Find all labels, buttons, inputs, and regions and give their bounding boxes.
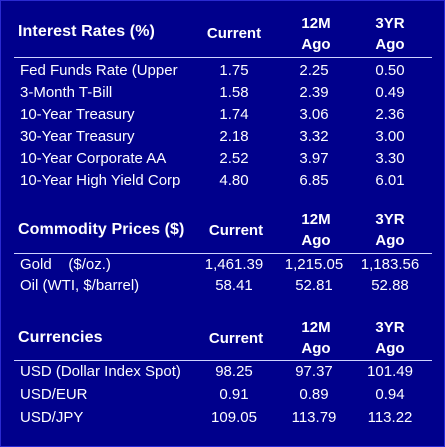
table-row: Gold ($/oz.) 1,461.39 1,215.05 1,183.56 [1,254,445,276]
value-12m-ago: 113.79 [291,409,337,426]
table-row: 10-Year Corporate AA 2.52 3.97 3.30 [1,148,445,170]
row-label: 10-Year Corporate AA [20,150,167,167]
value-3yr-ago: 52.88 [371,277,409,294]
column-header-12m-ago: 12M Ago [301,15,331,53]
column-header-current: Current [206,25,262,42]
row-label: USD (Dollar Index Spot) [20,363,181,380]
current-value: 109.05 [211,409,257,426]
column-header-current: Current [208,222,264,239]
current-value: 1.74 [219,106,249,123]
row-label: 30-Year Treasury [20,128,135,145]
header-rule [14,360,432,361]
current-value: 58.41 [215,277,253,294]
row-label: Fed Funds Rate (Upper [20,62,178,79]
row-label: USD/EUR [20,386,88,403]
value-3yr-ago: 3.00 [375,128,405,145]
row-label: USD/JPY [20,409,84,426]
value-3yr-ago: 3.30 [375,150,405,167]
table-row: 30-Year Treasury 2.18 3.32 3.00 [1,126,445,148]
row-label: 10-Year High Yield Corp [20,172,181,189]
current-value: 4.80 [219,172,249,189]
value-12m-ago: 2.25 [299,62,329,79]
currencies-section: Currencies Current 12M Ago 3YR Ago USD (… [1,309,445,446]
table-row: 3-Month T-Bill 1.58 2.39 0.49 [1,82,445,104]
section-title: Currencies [18,329,103,346]
interest-rates-section: Interest Rates (%) Current 12M Ago 3YR A… [1,1,445,201]
value-3yr-ago: 0.49 [375,84,405,101]
value-3yr-ago: 0.50 [375,62,405,79]
value-12m-ago: 97.37 [295,363,333,380]
column-header-3yr-ago: 3YR Ago [375,211,405,249]
row-label: Oil (WTI, $/barrel) [20,277,140,294]
table-row: USD/JPY 109.05 113.79 113.22 [1,407,445,429]
value-12m-ago: 1,215.05 [284,256,344,273]
current-value: 1.75 [219,62,249,79]
value-3yr-ago: 6.01 [375,172,405,189]
value-3yr-ago: 113.22 [367,409,413,426]
value-12m-ago: 52.81 [295,277,333,294]
current-value: 98.25 [215,363,253,380]
value-12m-ago: 2.39 [299,84,329,101]
value-12m-ago: 3.06 [299,106,329,123]
column-header-3yr-ago: 3YR Ago [375,15,405,53]
section-title: Interest Rates (%) [18,23,155,40]
current-value: 0.91 [219,386,249,403]
column-header-12m-ago: 12M Ago [301,319,331,357]
current-value: 2.18 [219,128,249,145]
column-header-current: Current [208,330,264,347]
value-12m-ago: 3.97 [299,150,329,167]
section-title: Commodity Prices ($) [18,221,185,238]
table-row: 10-Year High Yield Corp 4.80 6.85 6.01 [1,170,445,192]
value-12m-ago: 6.85 [299,172,329,189]
table-row: USD/EUR 0.91 0.89 0.94 [1,384,445,406]
row-label: Gold ($/oz.) [20,256,111,273]
value-3yr-ago: 0.94 [375,386,405,403]
current-value: 2.52 [219,150,249,167]
value-12m-ago: 3.32 [299,128,329,145]
table-row: Oil (WTI, $/barrel) 58.41 52.81 52.88 [1,275,445,297]
header-rule [14,253,432,254]
row-label: 3-Month T-Bill [20,84,113,101]
current-value: 1,461.39 [204,256,264,273]
header-rule [14,57,432,58]
value-12m-ago: 0.89 [299,386,329,403]
value-3yr-ago: 101.49 [367,363,413,380]
value-3yr-ago: 2.36 [375,106,405,123]
value-3yr-ago: 1,183.56 [360,256,420,273]
commodity-prices-section: Commodity Prices ($) Current 12M Ago 3YR… [1,201,445,301]
table-row: USD (Dollar Index Spot) 98.25 97.37 101.… [1,361,445,383]
row-label: 10-Year Treasury [20,106,135,123]
table-row: Fed Funds Rate (Upper 1.75 2.25 0.50 [1,60,445,82]
table-row: 10-Year Treasury 1.74 3.06 2.36 [1,104,445,126]
column-header-12m-ago: 12M Ago [301,211,331,249]
current-value: 1.58 [219,84,249,101]
column-header-3yr-ago: 3YR Ago [375,319,405,357]
